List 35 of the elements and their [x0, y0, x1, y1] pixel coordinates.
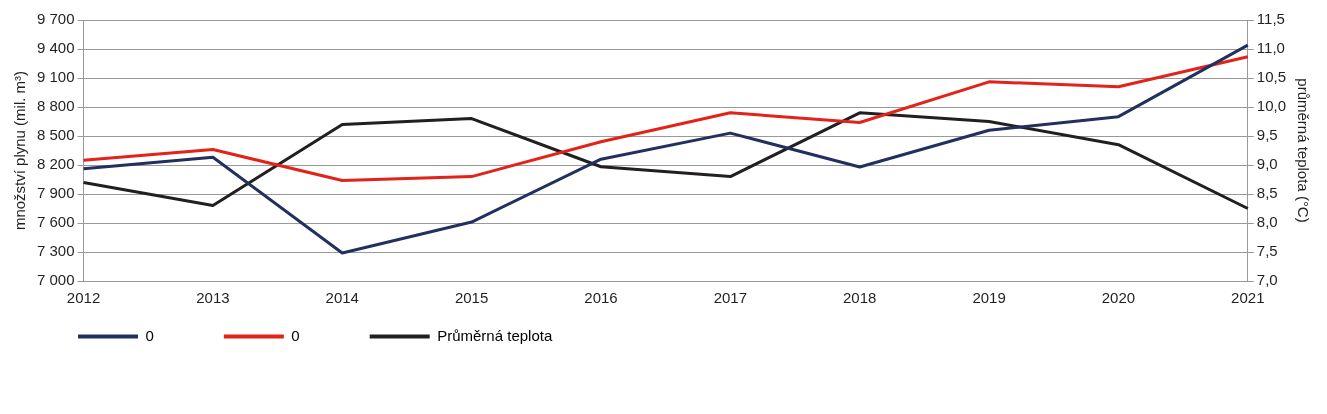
y-tick-label: 8 800	[36, 97, 75, 115]
y2-tick-label: 11,5	[1256, 10, 1285, 28]
y-tick-label: 8 200	[36, 155, 75, 173]
y-tick-label: 9 400	[36, 39, 75, 57]
y-tick-label: 9 100	[36, 68, 75, 86]
y2-tick-label: 7,5	[1256, 242, 1278, 260]
y2-tick-label: 11,0	[1256, 39, 1285, 57]
y2-axis-title: průměrná teplota (°C)	[1294, 78, 1312, 223]
y-tick-label: 9 700	[36, 10, 75, 28]
x-tick-label: 2015	[454, 289, 489, 307]
y2-tick-label: 7,0	[1256, 271, 1278, 289]
legend-label: 0	[145, 326, 154, 344]
y2-tick-label: 9,0	[1256, 155, 1278, 173]
y-tick-label: 7 000	[36, 271, 75, 289]
y2-tick-label: 9,5	[1256, 126, 1278, 144]
y2-tick-label: 10,5	[1256, 68, 1287, 86]
y-tick-label: 7 900	[36, 184, 75, 202]
x-tick-label: 2014	[325, 289, 359, 307]
x-tick-label: 2017	[713, 289, 748, 307]
y-tick-label: 7 600	[36, 213, 75, 231]
y-tick-label: 8 500	[36, 126, 75, 144]
y2-tick-label: 10,0	[1256, 97, 1287, 115]
y2-tick-label: 8,5	[1256, 184, 1278, 202]
legend-label: Průměrná teplota	[437, 326, 553, 344]
y-axis-title: množství plynu (mil. m³)	[11, 70, 29, 231]
x-tick-label: 2020	[1101, 289, 1136, 307]
y-tick-label: 7 300	[36, 242, 75, 260]
x-tick-label: 2013	[196, 289, 230, 307]
x-tick-label: 2019	[972, 289, 1006, 307]
legend-label: 0	[291, 326, 300, 344]
x-tick-label: 2012	[66, 289, 101, 307]
x-tick-label: 2016	[584, 289, 618, 307]
x-tick-label: 2018	[843, 289, 877, 307]
y2-tick-label: 8,0	[1256, 213, 1278, 231]
x-tick-label: 2021	[1231, 289, 1265, 307]
